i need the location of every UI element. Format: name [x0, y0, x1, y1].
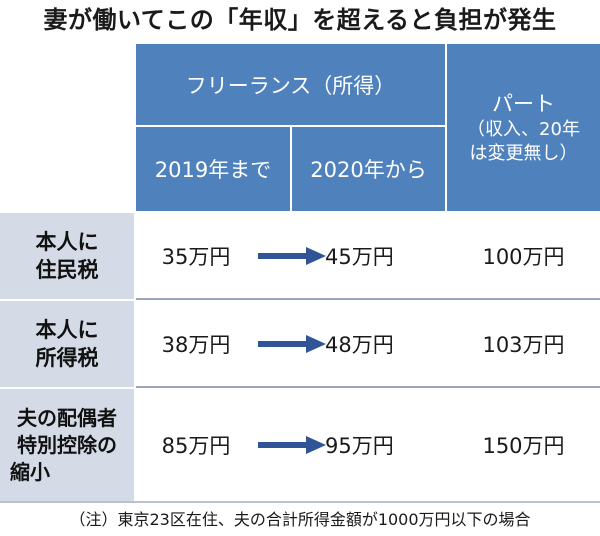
arrow-right-icon — [258, 436, 326, 454]
header-freelance: フリーランス（所得） — [136, 44, 445, 125]
value-part: 100万円 — [482, 245, 565, 269]
row-head-resident-tax: 本人に 住民税 — [0, 213, 134, 299]
value-2019: 85万円 — [161, 434, 231, 458]
value-2019: 38万円 — [161, 333, 231, 357]
value-2019: 35万円 — [161, 245, 231, 269]
value-2020: 48万円 — [325, 333, 394, 357]
cell-2020: 45万円 — [325, 213, 445, 299]
row-label-line3: 縮小 — [10, 459, 50, 484]
table-bottom-rule — [0, 501, 600, 503]
header-part-line2: （収入、20年 — [467, 118, 580, 140]
header-part-line1: パート — [492, 91, 555, 116]
row-label-line1: 夫の配偶者 — [17, 405, 117, 430]
cell-2020: 48万円 — [325, 301, 445, 387]
header-from-2020-label: 2020年から — [310, 158, 427, 182]
header-freelance-label: フリーランス（所得） — [185, 73, 396, 98]
cell-2019: 38万円 — [136, 301, 256, 387]
header-until-2019: 2019年まで — [136, 127, 290, 211]
row-head-spousal-deduction: 夫の配偶者 特別控除の 縮小 — [0, 389, 134, 501]
cell-part: 100万円 — [447, 213, 600, 299]
row-divider — [136, 386, 600, 388]
row-divider — [136, 298, 600, 300]
row-label-line2: 所得税 — [35, 346, 99, 370]
value-part: 103万円 — [482, 333, 565, 357]
footnote: （注）東京23区在住、夫の合計所得金額が1000万円以下の場合 — [69, 510, 531, 529]
header-part: パート （収入、20年 は変更無し） — [447, 44, 600, 211]
header-until-2019-label: 2019年まで — [154, 158, 272, 182]
header-from-2020: 2020年から — [292, 127, 445, 211]
row-label-line2: 住民税 — [35, 258, 99, 282]
cell-part: 103万円 — [447, 301, 600, 387]
cell-2019: 35万円 — [136, 213, 256, 299]
row-label-line1: 本人に — [35, 230, 99, 254]
row-label-line1: 本人に — [35, 318, 99, 342]
header-part-line3: は変更無し） — [469, 142, 578, 164]
value-part: 150万円 — [482, 434, 565, 458]
row-head-income-tax: 本人に 所得税 — [0, 301, 134, 387]
cell-2020: 95万円 — [325, 389, 445, 501]
cell-2019: 85万円 — [136, 389, 256, 501]
cell-part: 150万円 — [447, 389, 600, 501]
arrow-right-icon — [258, 247, 326, 265]
value-2020: 45万円 — [325, 245, 394, 269]
value-2020: 95万円 — [325, 434, 394, 458]
arrow-right-icon — [258, 335, 326, 353]
row-label-line2: 特別控除の — [17, 432, 117, 457]
page-title: 妻が働いてこの「年収」を超えると負担が発生 — [43, 6, 557, 34]
